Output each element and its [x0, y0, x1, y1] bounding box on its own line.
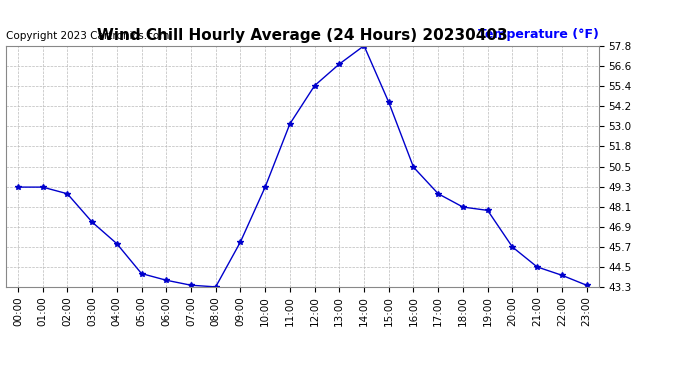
Title: Wind Chill Hourly Average (24 Hours) 20230403: Wind Chill Hourly Average (24 Hours) 202…	[97, 28, 508, 43]
Text: Copyright 2023 Cartronics.com: Copyright 2023 Cartronics.com	[6, 31, 169, 41]
Text: Temperature (°F): Temperature (°F)	[478, 28, 599, 41]
